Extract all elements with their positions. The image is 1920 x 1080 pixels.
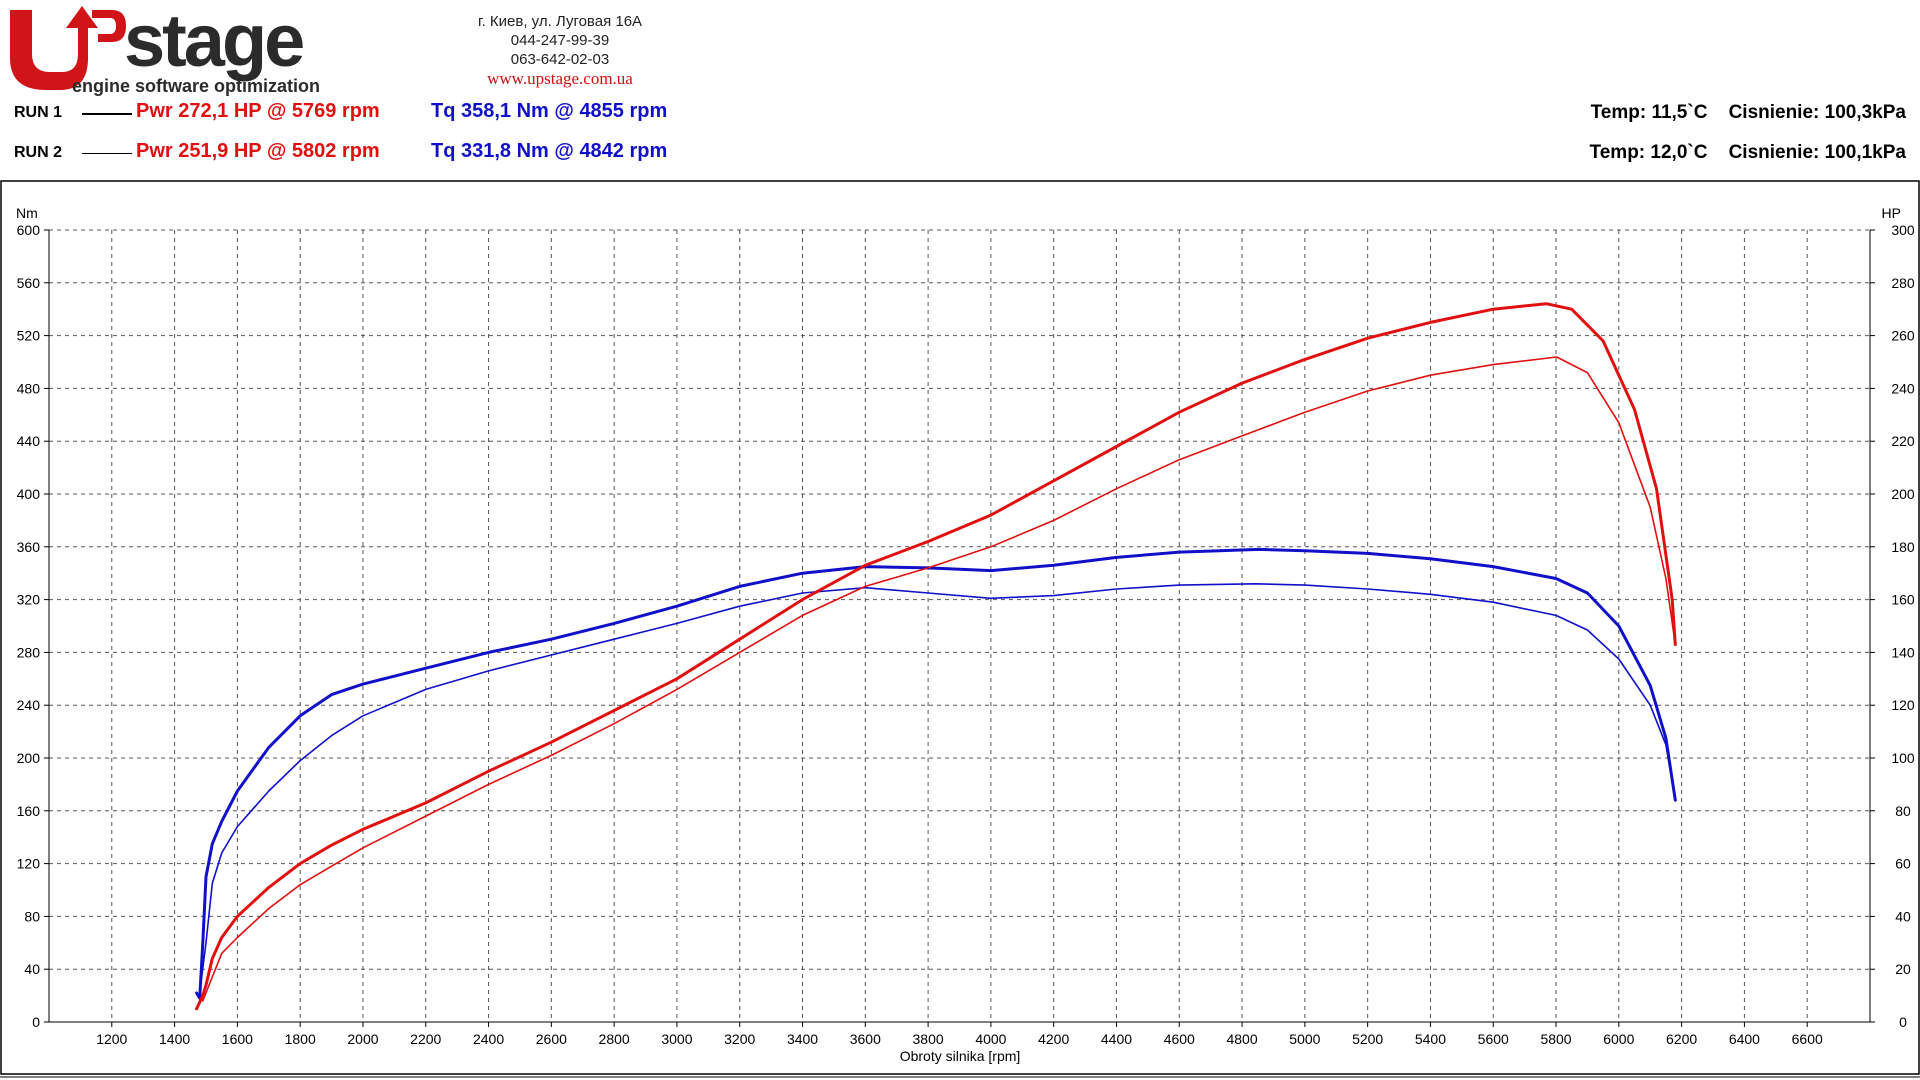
y-left-tick-label: 400 [17, 486, 41, 502]
y-right-unit: HP [1882, 205, 1901, 221]
x-tick-label: 5400 [1415, 1031, 1446, 1047]
report-header: stage engine software optimization г. Ки… [0, 0, 1920, 180]
y-left-tick-label: 600 [17, 222, 41, 238]
axes: 1200 1400 1600 1800 2000 2200 2400 2600 2800 3000… [17, 222, 1915, 1047]
dyno-chart: 1200 1400 1600 1800 2000 2200 2400 2600 2800 3000… [0, 180, 1920, 1078]
torque-line-run-2 [198, 582, 1677, 994]
power-peak: Pwr 251,9 HP @ 5802 rpm [136, 140, 380, 162]
run-2-summary: RUN 2 Pwr 251,9 HP @ 5802 rpm Tq 331,8 N… [14, 138, 1920, 168]
x-tick-label: 5000 [1289, 1031, 1320, 1047]
y-right-tick-label: 0 [1899, 1014, 1907, 1030]
run-2-line-sample [82, 153, 132, 154]
x-tick-label: 1600 [222, 1031, 253, 1047]
y-left-tick-label: 440 [17, 433, 41, 449]
y-right-tick-label: 40 [1895, 908, 1911, 924]
y-left-tick-label: 360 [17, 539, 41, 555]
x-axis-label: Obroty silnika [rpm] [900, 1048, 1021, 1064]
y-left-tick-label: 160 [17, 803, 41, 819]
x-tick-label: 3400 [787, 1031, 818, 1047]
y-left-tick-label: 280 [17, 644, 41, 660]
y-left-tick-label: 40 [24, 961, 40, 977]
y-right-tick-label: 140 [1891, 644, 1915, 660]
x-tick-label: 2600 [536, 1031, 567, 1047]
temperature: Temp: 11,5`C [1590, 102, 1708, 123]
grid [49, 229, 1870, 1022]
y-left-tick-label: 80 [24, 908, 40, 924]
x-tick-label: 2200 [410, 1031, 441, 1047]
x-tick-label: 2800 [599, 1031, 630, 1047]
x-tick-label: 4400 [1101, 1031, 1132, 1047]
power-line-run-2 [202, 356, 1677, 1002]
y-left-tick-label: 240 [17, 697, 41, 713]
run-1-summary: RUN 1 Pwr 272,1 HP @ 5769 rpm Tq 358,1 N… [14, 98, 1920, 128]
phone-2: 063-642-02-03 [510, 51, 610, 68]
x-tick-label: 1800 [285, 1031, 316, 1047]
series-group [195, 302, 1677, 1011]
x-tick-label: 1400 [159, 1031, 190, 1047]
y-right-tick-label: 160 [1891, 592, 1915, 608]
torque-peak: Tq 358,1 Nm @ 4855 rpm [431, 100, 668, 122]
logo-u-mark [10, 6, 98, 90]
x-tick-label: 6400 [1729, 1031, 1760, 1047]
torque-line-run-1 [195, 547, 1677, 1000]
y-right-tick-label: 200 [1891, 486, 1915, 502]
run-label: RUN 1 [14, 104, 63, 121]
y-left-unit: Nm [16, 205, 38, 221]
y-right-tick-label: 60 [1895, 856, 1911, 872]
x-tick-label: 4800 [1226, 1031, 1257, 1047]
power-peak: Pwr 272,1 HP @ 5769 rpm [136, 100, 380, 122]
y-left-tick-label: 520 [17, 328, 41, 344]
x-tick-label: 3600 [850, 1031, 881, 1047]
y-left-tick-label: 320 [17, 592, 41, 608]
y-left-tick-label: 560 [17, 275, 41, 291]
chart-frame [0, 180, 1920, 1075]
torque-peak: Tq 331,8 Nm @ 4842 rpm [431, 140, 668, 162]
pressure: Cisnienie: 100,3kPa [1728, 102, 1906, 123]
x-tick-label: 5600 [1478, 1031, 1509, 1047]
x-tick-label: 4600 [1164, 1031, 1195, 1047]
x-tick-label: 2400 [473, 1031, 504, 1047]
ambient-conditions: Temp: 11,5`C Cisnienie: 100,3kPa [1591, 102, 1906, 124]
x-tick-label: 4200 [1038, 1031, 1069, 1047]
y-left-tick-label: 120 [17, 856, 41, 872]
x-tick-label: 2000 [347, 1031, 378, 1047]
x-tick-label: 1200 [96, 1031, 127, 1047]
ambient-conditions: Temp: 12,0`C Cisnienie: 100,1kPa [1590, 142, 1906, 164]
upstage-logo: stage engine software optimization [10, 4, 320, 96]
x-tick-label: 5800 [1540, 1031, 1571, 1047]
logo-p-mark [92, 10, 126, 42]
y-right-tick-label: 280 [1891, 275, 1915, 291]
y-right-tick-label: 20 [1895, 961, 1911, 977]
y-left-tick-label: 200 [17, 750, 41, 766]
run-label: RUN 2 [14, 144, 63, 161]
website-link[interactable]: www.upstage.com.ua [487, 69, 633, 88]
x-tick-label: 3800 [913, 1031, 944, 1047]
x-tick-label: 6600 [1792, 1031, 1823, 1047]
logo-tagline: engine software optimization [72, 76, 320, 96]
y-right-tick-label: 100 [1891, 750, 1915, 766]
run-1-line-sample [82, 113, 132, 115]
y-left-tick-label: 480 [17, 380, 41, 396]
x-tick-label: 6200 [1666, 1031, 1697, 1047]
contact-block: г. Киев, ул. Луговая 16А 044-247-99-39 0… [440, 12, 680, 88]
temperature: Temp: 12,0`C [1589, 142, 1708, 163]
x-tick-label: 3000 [661, 1031, 692, 1047]
y-right-tick-label: 220 [1891, 433, 1915, 449]
y-right-tick-label: 120 [1891, 697, 1915, 713]
x-tick-label: 4000 [975, 1031, 1006, 1047]
y-right-tick-label: 260 [1891, 328, 1915, 344]
x-tick-label: 3200 [724, 1031, 755, 1047]
y-right-tick-label: 240 [1891, 380, 1915, 396]
phone-1: 044-247-99-39 [510, 32, 610, 49]
pressure: Cisnienie: 100,1kPa [1728, 142, 1906, 163]
logo-wordmark: stage [124, 4, 303, 82]
y-left-tick-label: 0 [32, 1014, 40, 1030]
x-tick-label: 6000 [1603, 1031, 1634, 1047]
power-line-run-1 [195, 302, 1677, 1011]
y-right-tick-label: 300 [1891, 222, 1915, 238]
y-right-tick-label: 80 [1895, 803, 1911, 819]
y-right-tick-label: 180 [1891, 539, 1915, 555]
address-text: г. Киев, ул. Луговая 16А [477, 13, 643, 30]
x-tick-label: 5200 [1352, 1031, 1383, 1047]
